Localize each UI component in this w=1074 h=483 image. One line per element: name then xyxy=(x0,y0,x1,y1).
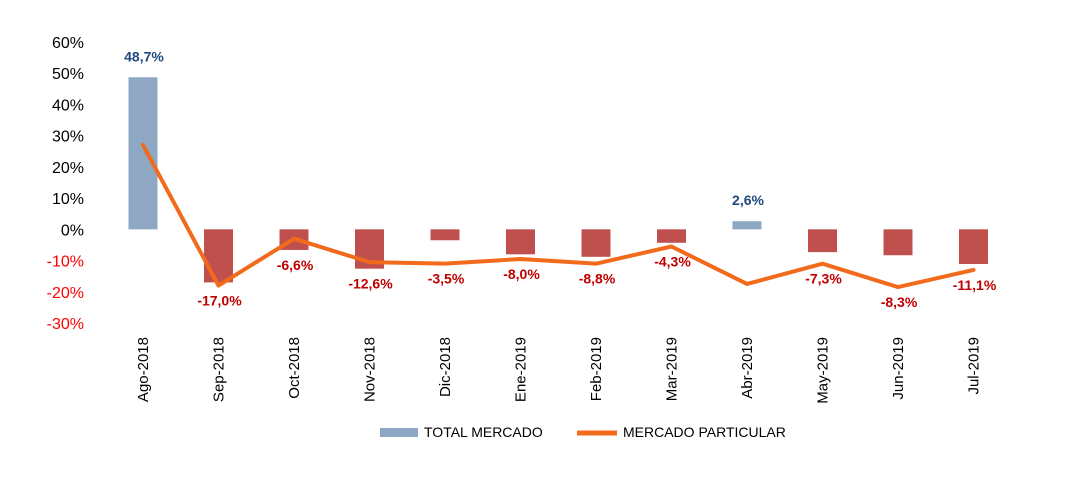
bar-total-mercado xyxy=(732,221,762,230)
data-label-total-mercado: -6,6% xyxy=(277,257,314,273)
y-tick-label: -20% xyxy=(47,285,84,302)
y-tick-label: 20% xyxy=(52,160,84,177)
y-tick-label: 10% xyxy=(52,191,84,208)
x-tick-label: Abr-2019 xyxy=(739,337,756,399)
bar-total-mercado xyxy=(657,229,686,243)
y-tick-label: 50% xyxy=(52,66,84,83)
data-label-total-mercado: -11,1% xyxy=(953,277,997,293)
bar-total-mercado xyxy=(581,229,611,257)
y-tick-label: 60% xyxy=(52,35,84,52)
x-tick-label: Sep-2018 xyxy=(211,337,228,402)
data-label-total-mercado: -3,5% xyxy=(428,271,465,287)
line-mercado-particular xyxy=(141,143,976,290)
data-label-total-mercado: -4,3% xyxy=(654,254,691,270)
bar-total-mercado xyxy=(808,229,837,253)
y-tick-label: -30% xyxy=(47,316,84,333)
legend-label-total-mercado: TOTAL MERCADO xyxy=(424,424,543,440)
bar-total-mercado xyxy=(506,229,535,255)
x-tick-label: Jun-2019 xyxy=(890,337,907,400)
x-tick-label: Oct-2018 xyxy=(286,337,303,399)
data-label-total-mercado: -12,6% xyxy=(348,276,393,292)
data-labels: 48,7% -17,0% -6,6% -12,6% -3,5% -8,0% -8,8% -4,… xyxy=(124,48,997,310)
x-tick-label: May-2019 xyxy=(815,337,832,404)
x-tick-label: Jul-2019 xyxy=(966,337,983,395)
x-tick-label: Feb-2019 xyxy=(588,337,605,401)
data-label-total-mercado: 48,7% xyxy=(124,48,164,64)
bar-total-mercado xyxy=(959,229,988,264)
line-layer xyxy=(141,143,976,290)
data-label-total-mercado: -8,0% xyxy=(503,266,540,282)
x-tick-label: Ene-2019 xyxy=(513,337,530,402)
x-tick-label: Nov-2018 xyxy=(362,337,379,402)
legend-label-mercado-particular: MERCADO PARTICULAR xyxy=(623,424,786,440)
bar-total-mercado xyxy=(204,229,233,283)
x-tick-label: Ago-2018 xyxy=(135,337,152,402)
bar-total-mercado xyxy=(430,229,460,241)
y-tick-label: 30% xyxy=(52,129,84,146)
legend: TOTAL MERCADO MERCADO PARTICULAR xyxy=(380,424,786,440)
bar-total-mercado xyxy=(883,229,913,256)
data-label-total-mercado: 2,6% xyxy=(732,192,764,208)
data-label-total-mercado: -7,3% xyxy=(805,271,842,287)
y-axis: 60% 50% 40% 30% 20% 10% 0% -10% -20% -30% xyxy=(47,35,84,333)
legend-swatch-total-mercado xyxy=(380,428,418,437)
x-axis: Ago-2018 Sep-2018 Oct-2018 Nov-2018 Dic-2018… xyxy=(135,337,983,404)
bars xyxy=(128,77,988,283)
data-label-total-mercado: -17,0% xyxy=(197,293,242,309)
data-label-total-mercado: -8,3% xyxy=(881,294,918,310)
y-tick-label: 0% xyxy=(61,222,84,239)
y-tick-label: 40% xyxy=(52,97,84,114)
bar-total-mercado xyxy=(128,77,158,230)
data-label-total-mercado: -8,8% xyxy=(579,271,616,287)
x-tick-label: Dic-2018 xyxy=(437,337,454,397)
y-tick-label: -10% xyxy=(47,254,84,271)
x-tick-label: Mar-2019 xyxy=(664,337,681,401)
